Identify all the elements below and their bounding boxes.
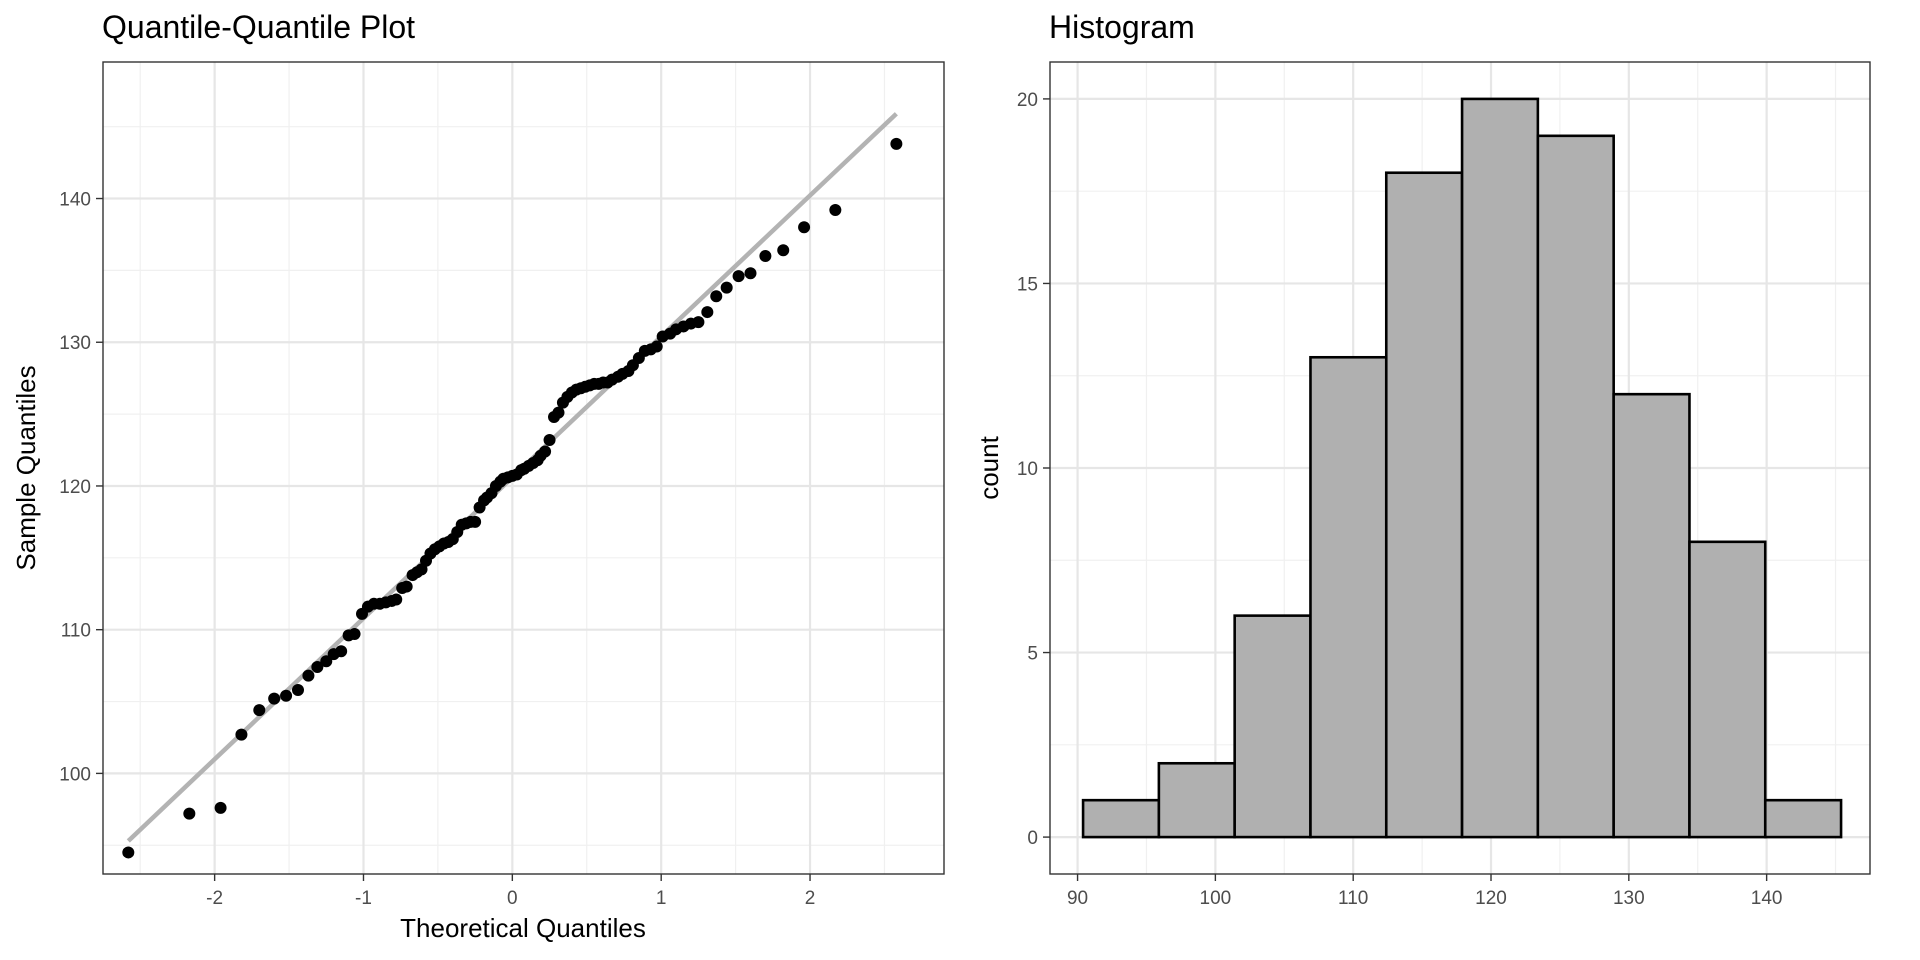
x-tick-label: 120 [1475, 888, 1507, 909]
qq-y-axis: 100 110 120 130 140 [59, 190, 103, 785]
qq-point [348, 627, 361, 640]
histogram-x-axis: 90 100 110 120 130 140 [1067, 874, 1782, 909]
y-tick-label: 140 [59, 190, 91, 211]
qq-panel-border [102, 61, 945, 875]
qq-point [552, 406, 565, 419]
qq-point [890, 137, 903, 150]
x-tick-label: 90 [1067, 888, 1088, 909]
qq-point [798, 221, 811, 234]
x-tick-label: 140 [1751, 888, 1783, 909]
y-tick-label: 130 [59, 333, 91, 354]
qq-point [400, 580, 413, 593]
qq-point [710, 290, 723, 303]
y-tick-label: 120 [59, 477, 91, 498]
x-tick-label: 100 [1200, 888, 1232, 909]
histogram-bar [1081, 798, 1161, 839]
qq-point [744, 267, 757, 280]
histogram-bar [1763, 798, 1843, 839]
qq-point [268, 692, 281, 705]
qq-y-axis-title: Sample Quantiles [11, 365, 41, 570]
qq-plot-panel: Quantile-Quantile Plot -2 -1 0 1 2 100 110 120… [11, 9, 945, 943]
histogram-title: Histogram [1049, 9, 1195, 45]
y-tick-label: 20 [1017, 90, 1038, 111]
y-tick-label: 0 [1027, 828, 1038, 849]
x-tick-label: 130 [1613, 888, 1645, 909]
qq-point [390, 593, 403, 606]
qq-x-axis-title: Theoretical Quantiles [400, 913, 646, 943]
histogram-bar [1233, 614, 1312, 839]
qq-point [543, 433, 556, 446]
qq-point [732, 270, 745, 283]
histogram-bar [1460, 97, 1540, 839]
qq-point [280, 689, 293, 702]
histogram-y-axis: 0 5 10 15 20 [1017, 90, 1050, 849]
x-tick-label: 0 [507, 888, 518, 909]
y-tick-label: 110 [61, 621, 91, 642]
qq-point [650, 340, 663, 353]
qq-point [829, 204, 842, 217]
qq-plot-title: Quantile-Quantile Plot [102, 9, 415, 45]
qq-point [335, 645, 348, 658]
qq-point [214, 801, 227, 814]
histogram-bar [1384, 171, 1464, 839]
qq-point [701, 306, 714, 319]
y-tick-label: 10 [1017, 459, 1038, 480]
histogram-bar [1309, 355, 1388, 839]
qq-point [777, 244, 790, 257]
x-tick-label: -2 [206, 888, 223, 909]
qq-minor-grid [103, 62, 944, 874]
qq-point [759, 250, 772, 263]
qq-point [302, 669, 315, 682]
qq-point [469, 515, 482, 528]
histogram-bar [1688, 540, 1767, 839]
histogram-bars [1081, 97, 1843, 839]
x-tick-label: 110 [1338, 888, 1368, 909]
qq-point [235, 728, 248, 741]
histogram-panel: Histogram 90 100 110 120 130 140 0 5 10 15 20 cou… [974, 9, 1871, 909]
qq-point [692, 316, 705, 329]
y-tick-label: 15 [1017, 274, 1038, 295]
y-tick-label: 100 [59, 764, 91, 785]
qq-point [253, 704, 266, 717]
qq-point [539, 445, 552, 458]
x-tick-label: -1 [355, 888, 372, 909]
y-tick-label: 5 [1027, 644, 1038, 665]
qq-x-axis: -2 -1 0 1 2 [206, 874, 815, 909]
qq-point [183, 807, 196, 820]
x-tick-label: 2 [805, 888, 816, 909]
qq-point [291, 684, 304, 697]
histogram-bar [1157, 761, 1236, 839]
histogram-bar [1612, 392, 1691, 839]
qq-point [122, 846, 135, 859]
histogram-bar [1536, 134, 1615, 839]
qq-points [122, 137, 903, 859]
x-tick-label: 1 [656, 888, 667, 909]
qq-point [720, 281, 733, 294]
qq-point [311, 661, 324, 674]
qq-point [320, 655, 333, 668]
histogram-y-axis-title: count [974, 435, 1004, 499]
